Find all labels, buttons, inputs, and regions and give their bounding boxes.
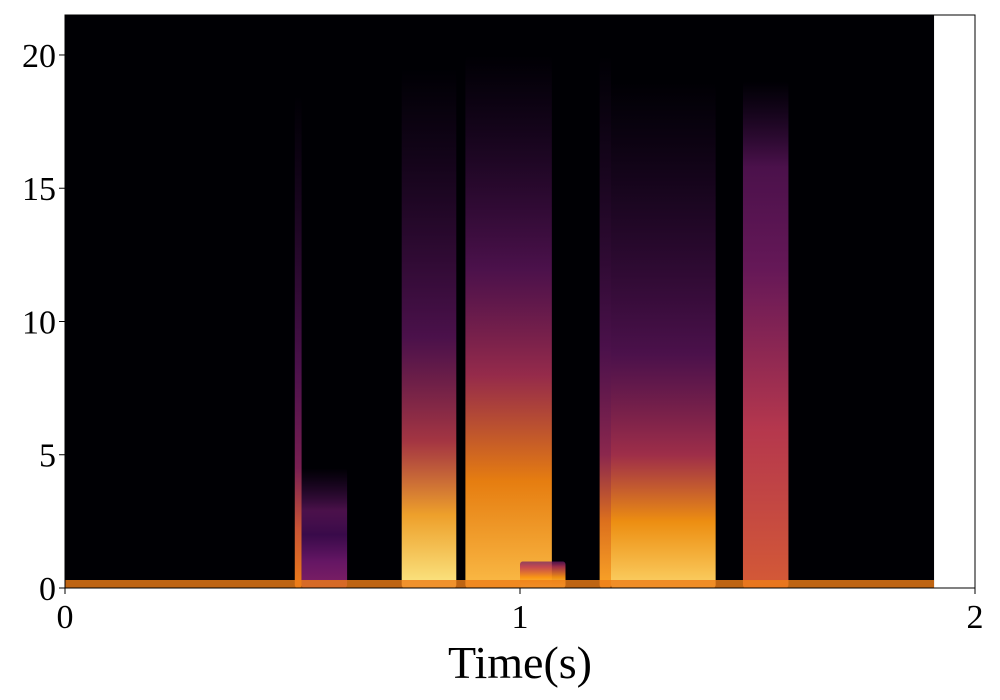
- y-tick-label: 15: [22, 171, 56, 208]
- x-tick-label: 0: [57, 599, 74, 636]
- spectrogram-burst: [599, 54, 611, 588]
- y-tick-label: 0: [39, 571, 56, 608]
- x-axis-label: Time(s): [448, 637, 592, 688]
- spectrogram-burst: [301, 468, 348, 588]
- spectrogram-burst: [294, 94, 302, 588]
- spectrogram-burst: [465, 54, 552, 588]
- spectrogram-burst: [401, 68, 457, 589]
- spectrogram-baseline-band: [65, 580, 935, 588]
- spectrogram-marks: [65, 15, 935, 589]
- spectrogram-burst: [742, 81, 789, 589]
- y-tick-label: 10: [22, 304, 56, 341]
- x-tick-label: 2: [967, 599, 984, 636]
- y-tick-label: 5: [39, 438, 56, 475]
- y-tick-label: 20: [22, 38, 56, 75]
- x-tick-label: 1: [512, 599, 529, 636]
- spectrogram-burst: [611, 81, 716, 589]
